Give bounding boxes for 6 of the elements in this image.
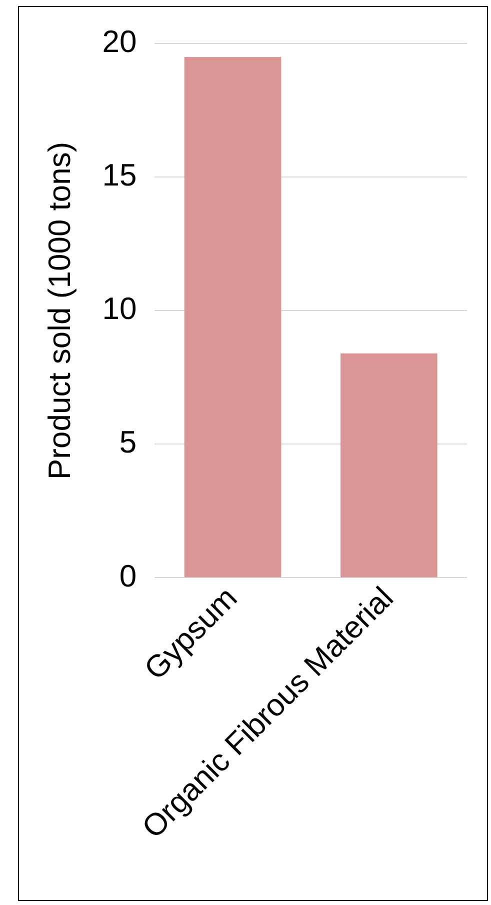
y-tick-label: 5 — [119, 424, 137, 460]
y-axis-title: Product sold (1000 tons) — [42, 142, 78, 480]
y-tick-label: 15 — [102, 158, 137, 193]
y-tick-label: 0 — [119, 558, 137, 594]
y-tick-label: 20 — [102, 24, 137, 60]
y-tick-label: 10 — [102, 291, 137, 326]
